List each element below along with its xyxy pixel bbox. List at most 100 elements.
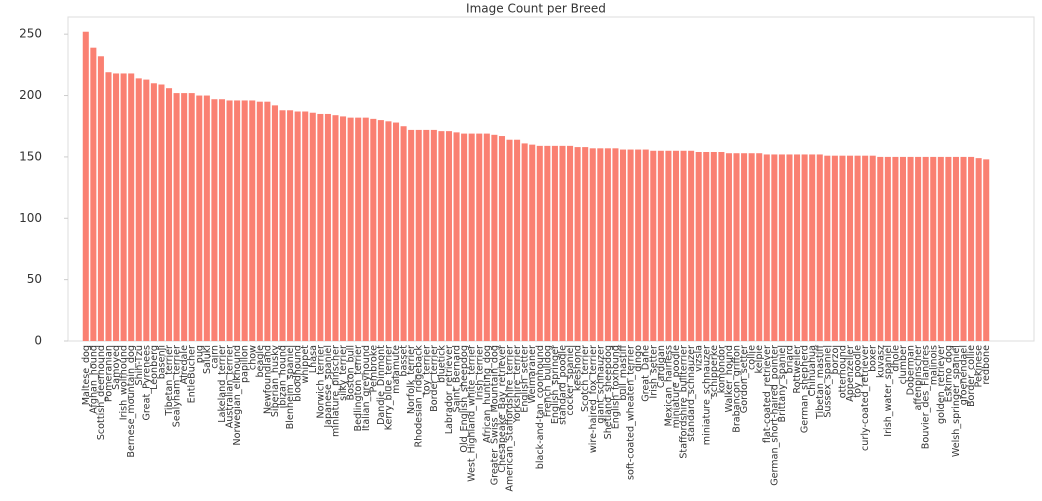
x-tick-label: Sussex_spaniel [822, 345, 833, 418]
x-tick-label: giant_schnauzer [595, 345, 606, 424]
bar [506, 139, 513, 341]
x-tick-label: Cardigan [656, 345, 667, 388]
x-tick-label: redbone [981, 345, 992, 385]
x-tick-label: malamute [391, 345, 402, 394]
bar [461, 133, 468, 341]
bar [915, 156, 922, 341]
y-tick-label: 150 [19, 149, 42, 163]
bar [241, 100, 248, 341]
bar [234, 100, 241, 341]
x-tick-label: standard_schnauzer [686, 345, 697, 442]
x-tick-label: Brittany_spaniel [777, 345, 788, 422]
bar [741, 153, 748, 341]
bar [521, 143, 528, 341]
bar [415, 129, 422, 341]
bar [181, 93, 188, 341]
x-tick-label: golden_retriever [936, 345, 947, 424]
x-tick-label: whippet [300, 345, 311, 384]
bar [952, 156, 959, 341]
x-tick-label: papillon [240, 345, 251, 383]
bar [763, 154, 770, 341]
y-tick-label: 50 [27, 272, 42, 286]
bar [150, 83, 157, 341]
y-tick-label: 0 [34, 334, 42, 348]
bar [635, 149, 642, 341]
bar [453, 132, 460, 341]
bar [211, 99, 218, 342]
bar [907, 156, 914, 341]
x-tick-label: flat-coated_retriever [762, 345, 773, 443]
x-tick-label: German_short-haired_pointer [769, 345, 780, 486]
x-tick-label: Pembroke [368, 345, 379, 393]
bar [529, 144, 536, 341]
bar [97, 56, 104, 341]
x-tick-label: cairn [209, 345, 220, 369]
bar [143, 79, 150, 341]
x-tick-label: Italian_greyhound [361, 345, 372, 431]
x-tick-label: Shetland_sheepdog [603, 345, 614, 439]
bar [642, 149, 649, 341]
bar [105, 72, 112, 342]
x-tick-label: English_springer [550, 345, 561, 424]
bar [309, 112, 316, 342]
x-tick-label: bluetick [436, 345, 447, 383]
x-tick-label: West_Highland_white_terrier [467, 345, 478, 482]
bar [748, 153, 755, 341]
bar [423, 129, 430, 341]
x-tick-label: Tibetan_mastiff [815, 345, 826, 420]
x-tick-label: toy_terrier [421, 345, 432, 395]
x-tick-label: boxer [868, 345, 879, 372]
bar [483, 133, 490, 341]
x-tick-label: Chesapeake_Bay_retriever [497, 345, 508, 473]
x-tick-label: Tibetan_terrier [164, 345, 175, 417]
x-tick-label: vizsla [694, 345, 705, 372]
x-tick-label: Great_Pyrenees [141, 345, 152, 421]
bar [650, 150, 657, 341]
bar [899, 156, 907, 341]
bar [408, 129, 415, 341]
bar [937, 156, 944, 341]
bar [960, 156, 967, 341]
x-tick-label: affenpinscher [913, 345, 924, 411]
bar [468, 133, 475, 341]
x-tick-label: miniature_pinscher [330, 345, 341, 437]
x-tick-label: Brabancon_griffon [732, 345, 743, 433]
x-tick-label: Pekinese [974, 345, 985, 388]
bar [476, 133, 483, 341]
x-tick-label: soft-coated_wheaten_terrier [626, 345, 637, 480]
x-tick-label: Old_English_sheepdog [459, 345, 470, 453]
x-tick-label: Irish_wolfhound [119, 345, 130, 420]
x-tick-label: Afghan_hound [88, 345, 99, 414]
bar [498, 136, 505, 341]
bar [203, 95, 210, 341]
x-tick-label: EntleBucher [187, 345, 198, 403]
bar [831, 155, 838, 341]
x-tick-label: Siberian_husky [270, 345, 281, 417]
bar [695, 152, 702, 341]
bar [128, 73, 135, 342]
x-tick-label: Samoyed [111, 345, 122, 390]
x-tick-label: Border_collie [966, 345, 977, 407]
x-tick-label: malinois [928, 345, 939, 385]
x-tick-label: standard_poodle [557, 345, 568, 425]
bar [347, 117, 354, 342]
x-tick-label: Rottweiler [792, 345, 803, 394]
bar [975, 158, 982, 341]
bar [536, 145, 543, 341]
chart-title: Image Count per Breed [466, 2, 606, 16]
bar [370, 118, 377, 341]
x-tick-label: Kerry_blue_terrier [383, 345, 394, 430]
x-tick-label: Walker_hound [724, 345, 735, 412]
bar [544, 145, 551, 341]
bar [188, 93, 195, 341]
bar [392, 122, 400, 341]
bar [589, 148, 596, 341]
x-tick-label: basenji [156, 345, 167, 379]
bar [778, 154, 785, 341]
x-tick-label: Irish_water_spaniel [883, 345, 894, 437]
bar [226, 100, 233, 341]
x-tick-label: Sealyham_terrier [172, 345, 183, 427]
bar [135, 78, 142, 341]
bar [445, 131, 453, 341]
x-tick-label: Japanese_spaniel [323, 345, 334, 429]
